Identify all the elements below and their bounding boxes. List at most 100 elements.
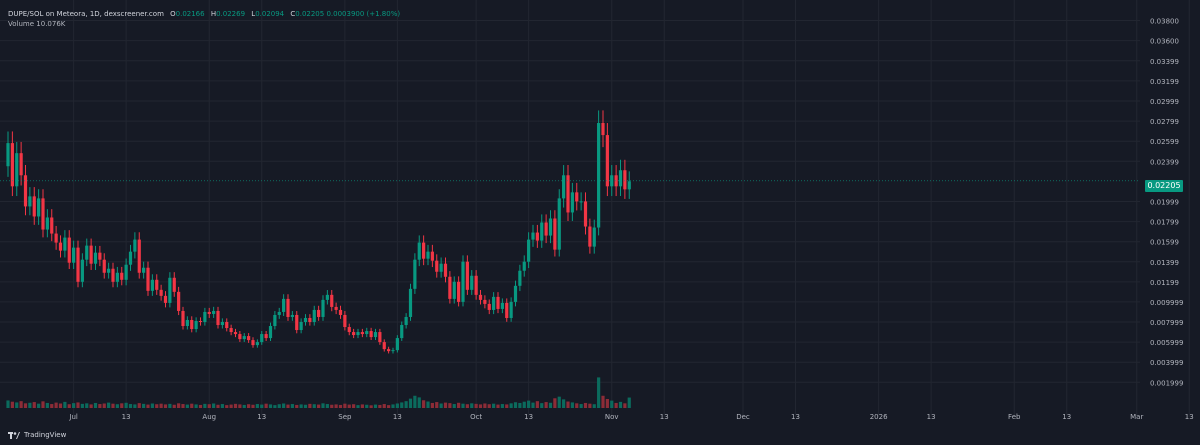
volume-bar xyxy=(10,401,14,408)
open-label: O xyxy=(170,10,176,18)
candle-body xyxy=(37,198,41,217)
candle-body xyxy=(522,261,526,271)
x-tick-label: 13 xyxy=(524,413,533,421)
candle-body xyxy=(400,325,404,339)
volume-bar xyxy=(308,403,312,408)
y-tick-label: 0.01399 xyxy=(1150,259,1179,267)
x-tick-label: 2026 xyxy=(870,413,888,421)
volume-bar xyxy=(338,404,343,408)
volume-label: Volume xyxy=(8,20,35,28)
volume-bar xyxy=(557,396,561,408)
volume-bar xyxy=(58,403,63,408)
volume-bar xyxy=(89,404,93,408)
candle-body xyxy=(45,217,49,230)
candle-body xyxy=(387,349,391,352)
volume-bar xyxy=(614,402,618,408)
y-tick-label: 0.01599 xyxy=(1150,239,1179,247)
volume-bar xyxy=(290,404,294,408)
y-tick-label: 0.007999 xyxy=(1150,319,1183,327)
y-tick-label: 0.03600 xyxy=(1150,38,1179,46)
volume-bar xyxy=(470,403,474,408)
volume-bar xyxy=(457,402,461,408)
y-tick-label: 0.01799 xyxy=(1150,219,1179,227)
high-label: H xyxy=(210,10,217,18)
volume-bar xyxy=(505,404,509,408)
x-tick-label: Dec xyxy=(736,413,750,421)
candle-body xyxy=(457,281,461,302)
volume-bar xyxy=(627,397,631,408)
candle-body xyxy=(448,276,452,299)
volume-bar xyxy=(395,403,399,408)
volume-bar xyxy=(522,401,526,408)
candle-body xyxy=(19,153,23,176)
volume-bar xyxy=(439,403,443,408)
candle-body xyxy=(557,198,561,250)
volume-bar xyxy=(203,403,207,408)
candle-body xyxy=(107,268,111,273)
footer-bar: TradingView xyxy=(0,427,1200,445)
candle-body xyxy=(124,264,128,280)
candle-body xyxy=(614,175,618,187)
volume-bar xyxy=(330,404,334,408)
candle-body xyxy=(220,322,224,326)
candle-body xyxy=(317,309,321,317)
volume-bar xyxy=(334,404,338,408)
volume-bar xyxy=(588,403,592,408)
volume-bar xyxy=(487,404,491,408)
volume-bar xyxy=(67,404,71,408)
volume-bar xyxy=(312,404,316,408)
candle-body xyxy=(382,342,386,350)
x-tick-label: 13 xyxy=(1185,413,1194,421)
candle-body xyxy=(255,342,259,346)
volume-bar xyxy=(220,404,224,408)
candle-body xyxy=(54,233,58,243)
volume-bar xyxy=(247,404,251,408)
candle-body xyxy=(142,267,146,273)
candle-body xyxy=(264,334,268,339)
candle-body xyxy=(435,260,439,272)
candle-body xyxy=(268,326,273,339)
volume-bar xyxy=(45,402,49,408)
change-value: 0.0003900 (+1.80%) xyxy=(326,10,401,18)
candle-body xyxy=(80,259,84,282)
volume-bar xyxy=(623,403,627,408)
candle-body xyxy=(369,331,373,338)
symbol-title: DUPE/SOL on Meteora, 1D, dexscreener.com xyxy=(8,10,164,18)
candle-body xyxy=(338,309,343,315)
candle-body xyxy=(194,320,198,330)
volume-bar xyxy=(317,404,321,408)
volume-bar xyxy=(496,404,500,408)
volume-bar xyxy=(255,404,259,408)
candle-body xyxy=(566,175,570,213)
candle-body xyxy=(513,285,518,302)
x-tick-label: 13 xyxy=(393,413,402,421)
x-tick-label: Oct xyxy=(470,413,482,421)
x-tick-label: Nov xyxy=(605,413,619,421)
volume-bar xyxy=(382,404,386,408)
volume-bar xyxy=(172,404,176,408)
volume-bar xyxy=(37,403,41,408)
volume-bar xyxy=(115,404,119,408)
volume-bar xyxy=(225,405,229,408)
candle-body xyxy=(527,239,531,262)
candle-body xyxy=(233,332,238,335)
volume-bar xyxy=(500,404,504,408)
volume-bar xyxy=(80,403,84,408)
y-tick-label: 0.02799 xyxy=(1150,118,1179,126)
volume-bar xyxy=(282,403,286,408)
volume-bar xyxy=(474,403,478,408)
candle-body xyxy=(93,252,98,264)
candle-body xyxy=(478,294,483,300)
y-tick-label: 0.01199 xyxy=(1150,279,1179,287)
candle-body xyxy=(605,135,609,187)
y-tick-label: 0.02599 xyxy=(1150,138,1179,146)
volume-bar xyxy=(295,404,299,408)
volume-bar xyxy=(102,403,106,408)
volume-bar xyxy=(260,404,264,408)
candle-body xyxy=(500,302,504,309)
volume-bar xyxy=(478,404,483,408)
candle-body xyxy=(308,317,312,322)
candle-body xyxy=(111,268,115,282)
